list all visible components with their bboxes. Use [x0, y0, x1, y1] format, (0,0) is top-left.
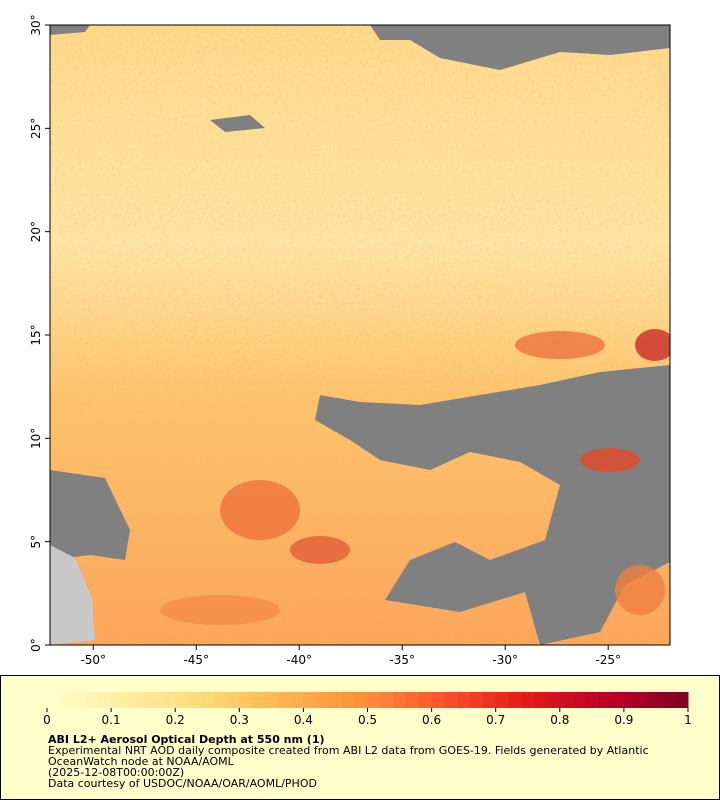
caption-line: (2025-12-08T00:00:00Z): [48, 766, 184, 779]
colorbar-step: [585, 692, 599, 708]
caption-line: Data courtesy of USDOC/NOAA/OAR/AOML/PHO…: [48, 777, 317, 790]
colorbar: 0 0.1 0.2 0.3 0.4 0.5 0.6 0.7 0.8 0.9 1: [43, 692, 692, 727]
colorbar-tick-label: 0.7: [486, 713, 505, 727]
colorbar-step: [418, 692, 433, 708]
y-tick-label: 10°: [29, 428, 43, 449]
colorbar-tick-label: 0.5: [358, 713, 377, 727]
colorbar-step: [431, 692, 445, 708]
colorbar-tick-label: 0.3: [230, 713, 249, 727]
colorbar-step: [123, 692, 138, 708]
y-tick-label: 15°: [29, 324, 43, 345]
colorbar-step: [47, 692, 61, 708]
colorbar-step: [213, 692, 227, 708]
colorbar-step: [111, 692, 125, 708]
colorbar-step: [175, 692, 189, 708]
colorbar-step: [534, 692, 548, 708]
colorbar-step: [226, 692, 240, 708]
map-field: [50, 25, 670, 645]
colorbar-step: [329, 692, 343, 708]
colorbar-step: [444, 692, 458, 708]
caption-line: Experimental NRT AOD daily composite cre…: [48, 744, 649, 757]
colorbar-step: [188, 692, 202, 708]
colorbar-step: [239, 692, 253, 708]
colorbar-step: [85, 692, 99, 708]
colorbar-step: [367, 692, 381, 708]
colorbar-step: [662, 692, 676, 708]
colorbar-step: [59, 692, 74, 708]
colorbar-step: [316, 692, 330, 708]
colorbar-step: [341, 692, 356, 708]
x-tick-label: -30°: [492, 653, 518, 667]
axes: -50° -45° -40° -35° -30° -25° 0° 5° 10° 15° 20° 25°…: [29, 14, 621, 667]
colorbar-step: [252, 692, 266, 708]
colorbar-step: [149, 692, 163, 708]
colorbar-step: [136, 692, 151, 708]
x-tick-label: -40°: [286, 653, 312, 667]
colorbar-step: [495, 692, 510, 708]
x-tick-label: -45°: [183, 653, 209, 667]
y-tick-label: 5°: [29, 535, 43, 549]
y-tick-label: 20°: [29, 221, 43, 242]
y-tick-label: 25°: [29, 118, 43, 139]
colorbar-step: [277, 692, 292, 708]
colorbar-tick-label: 0.8: [550, 713, 569, 727]
colorbar-tick-label: 0.2: [166, 713, 185, 727]
colorbar-step: [521, 692, 535, 708]
colorbar-step: [72, 692, 86, 708]
colorbar-step: [623, 692, 638, 708]
title: ABI L2+ Aerosol Optical Depth at 550 nm …: [48, 733, 325, 746]
colorbar-step: [303, 692, 317, 708]
colorbar-step: [98, 692, 112, 708]
colorbar-step: [200, 692, 215, 708]
x-tick-label: -50°: [80, 653, 106, 667]
colorbar-step: [572, 692, 586, 708]
colorbar-step: [162, 692, 176, 708]
colorbar-step: [405, 692, 420, 708]
colorbar-tick-label: 1: [684, 713, 692, 727]
colorbar-step: [598, 692, 612, 708]
colorbar-step: [457, 692, 471, 708]
colorbar-step: [354, 692, 368, 708]
colorbar-tick-label: 0.4: [294, 713, 313, 727]
colorbar-step: [393, 692, 407, 708]
x-tick-label: -25°: [595, 653, 621, 667]
colorbar-step: [508, 692, 522, 708]
colorbar-tick-label: 0.6: [422, 713, 441, 727]
colorbar-step: [470, 692, 484, 708]
colorbar-step: [559, 692, 574, 708]
colorbar-step: [380, 692, 394, 708]
colorbar-tick-label: 0.9: [614, 713, 633, 727]
colorbar-step: [546, 692, 561, 708]
colorbar-step: [636, 692, 651, 708]
colorbar-step: [611, 692, 625, 708]
y-tick-label: 0°: [29, 638, 43, 652]
colorbar-tick-label: 0.1: [102, 713, 121, 727]
colorbar-step: [290, 692, 304, 708]
colorbar-tick-label: 0: [43, 713, 51, 727]
colorbar-step: [264, 692, 279, 708]
caption-line: OceanWatch node at NOAA/AOML: [48, 755, 235, 768]
colorbar-step: [649, 692, 663, 708]
colorbar-step: [675, 692, 689, 708]
y-tick-label: 30°: [29, 14, 43, 35]
colorbar-step: [482, 692, 497, 708]
x-tick-label: -35°: [389, 653, 415, 667]
